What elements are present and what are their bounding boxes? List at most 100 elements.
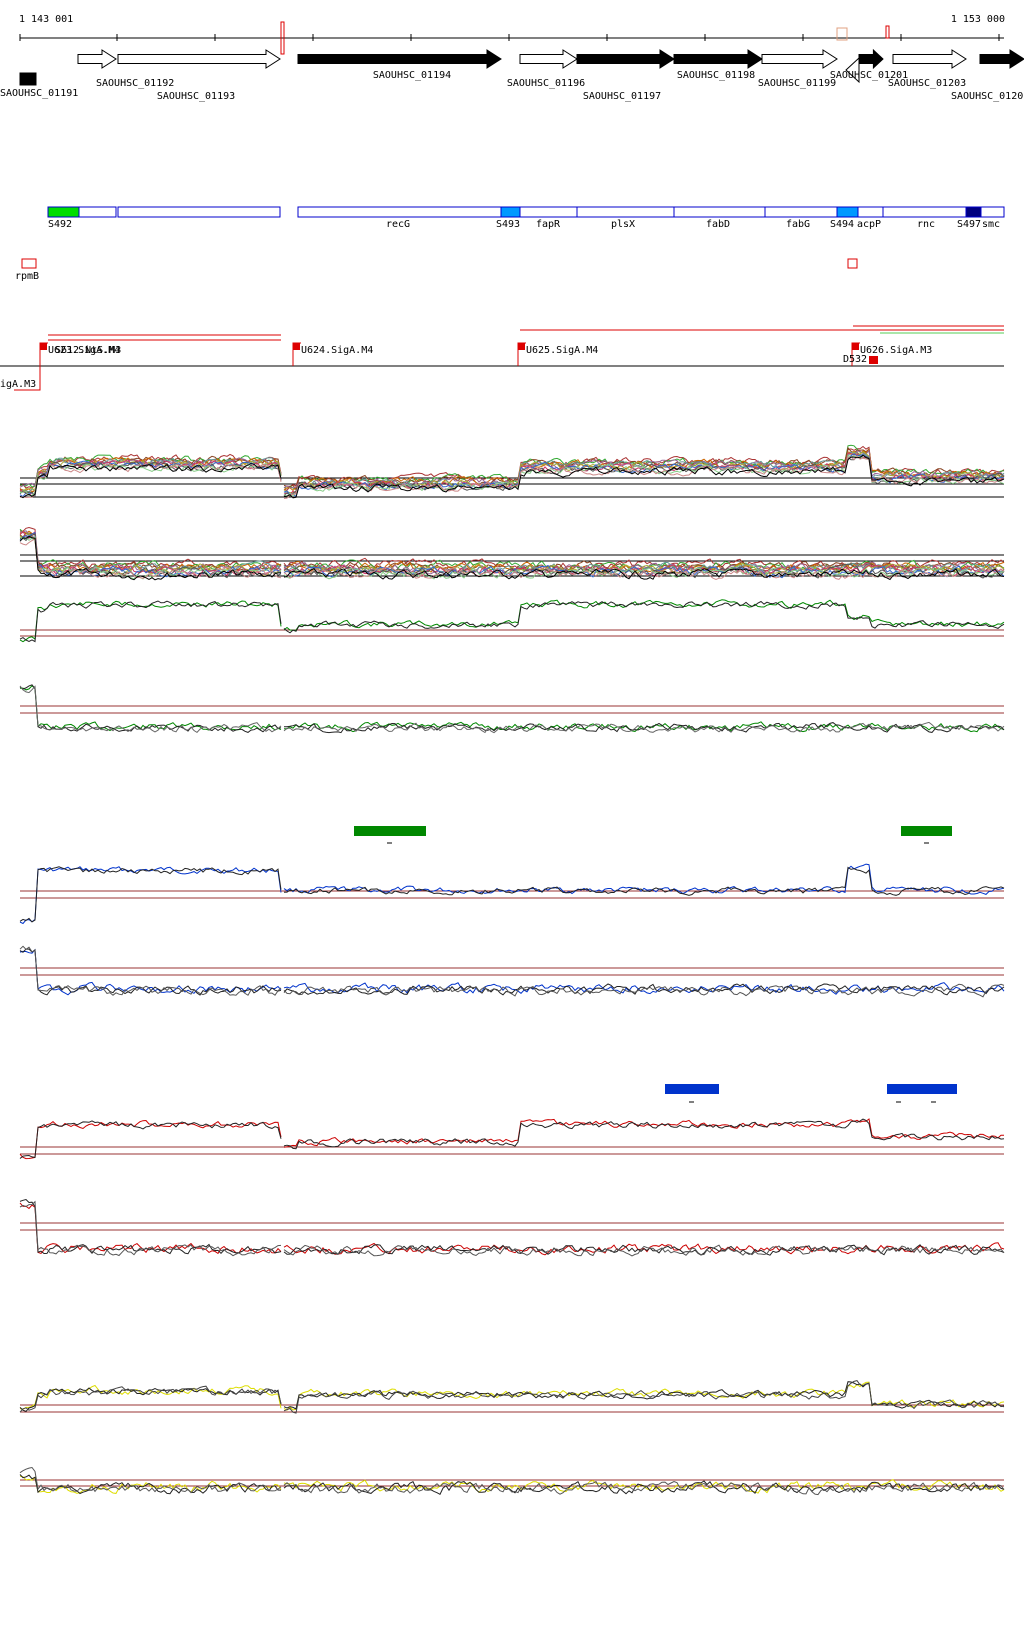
feature-box bbox=[673, 206, 766, 218]
gene-label: SAOUHSC_01192 bbox=[96, 78, 174, 89]
gene-label: SAOUHSC_01197 bbox=[583, 91, 661, 102]
feature-label: S492 bbox=[48, 219, 72, 230]
signal-line bbox=[283, 1480, 1005, 1496]
feature-box bbox=[965, 206, 982, 218]
promoter-flag bbox=[14, 366, 41, 391]
feature-label: fabG bbox=[786, 219, 810, 230]
gene-arrow bbox=[673, 49, 763, 69]
rpmb-label: rpmB bbox=[15, 271, 39, 282]
signal-line bbox=[19, 866, 282, 925]
signal-line bbox=[283, 567, 1005, 581]
coordinate-end: 1 153 000 bbox=[951, 14, 1005, 25]
signal-line bbox=[19, 685, 282, 732]
feature-label: smc bbox=[982, 219, 1000, 230]
promoter-flag-head bbox=[518, 343, 525, 350]
feature-label: S493 bbox=[496, 219, 520, 230]
gene-box bbox=[19, 72, 37, 86]
green-segment bbox=[901, 826, 952, 836]
feature-label: S494 bbox=[830, 219, 854, 230]
signal-line bbox=[283, 1118, 1004, 1148]
signal-line bbox=[19, 532, 282, 577]
gene-label: SAOUHSC_01196 bbox=[507, 78, 585, 89]
promoter-label: D532 bbox=[843, 354, 867, 365]
signal-line bbox=[283, 721, 1005, 734]
signal-line bbox=[19, 528, 282, 572]
promoter-label-overlap: S612.NtS.M3 bbox=[55, 345, 121, 356]
signal-line bbox=[283, 1244, 1005, 1257]
signal-line bbox=[19, 600, 282, 643]
feature-box bbox=[47, 206, 80, 218]
gene-arrow bbox=[761, 49, 838, 69]
signal-line bbox=[19, 948, 282, 996]
gene-arrow bbox=[297, 49, 502, 69]
feature-label: plsX bbox=[611, 219, 635, 230]
signal-line bbox=[283, 982, 1005, 995]
small-feature-box bbox=[847, 258, 858, 269]
gene-label: SAOUHSC_01193 bbox=[157, 91, 235, 102]
signal-line bbox=[283, 566, 1005, 581]
signal-line bbox=[283, 1381, 1005, 1411]
blue-segment bbox=[887, 1084, 957, 1094]
signal-line bbox=[19, 685, 282, 734]
signal-line bbox=[283, 1478, 1005, 1494]
signal-line bbox=[19, 1466, 282, 1494]
gene-arrow bbox=[519, 49, 578, 69]
feature-box bbox=[857, 206, 884, 218]
signal-line bbox=[19, 1200, 282, 1257]
gene-arrow bbox=[845, 56, 860, 84]
gene-arrow bbox=[576, 49, 675, 69]
signal-line bbox=[283, 1380, 1005, 1414]
terminator-mark bbox=[836, 27, 848, 41]
feature-label: S497 bbox=[957, 219, 981, 230]
coordinate-start: 1 143 001 bbox=[19, 14, 73, 25]
gene-arrow bbox=[858, 48, 884, 70]
signal-line bbox=[283, 1381, 1005, 1410]
feature-box bbox=[500, 206, 521, 218]
signal-line bbox=[283, 448, 1005, 491]
feature-box bbox=[117, 206, 281, 218]
gene-label: SAOUHSC_01194 bbox=[373, 70, 451, 81]
feature-box bbox=[882, 206, 967, 218]
signal-line bbox=[283, 983, 1005, 998]
signal-line bbox=[19, 462, 282, 499]
signal-line bbox=[283, 454, 1005, 499]
gene-label: SAOUHSC_01198 bbox=[677, 70, 755, 81]
signal-line bbox=[283, 1118, 1005, 1150]
green-segment bbox=[354, 826, 426, 836]
rpmb-box bbox=[21, 258, 37, 269]
feature-box bbox=[980, 206, 1005, 218]
gene-label: SAOUHSC_01201 bbox=[830, 70, 908, 81]
signal-line bbox=[283, 1480, 1005, 1495]
feature-box bbox=[519, 206, 578, 218]
gene-arrow bbox=[892, 49, 967, 69]
signal-line bbox=[283, 866, 1005, 896]
signal-line bbox=[283, 449, 1005, 489]
gene-label: SAOUHSC_01203 bbox=[888, 78, 966, 89]
feature-label: fabD bbox=[706, 219, 730, 230]
signal-line bbox=[19, 1202, 282, 1255]
signal-line bbox=[19, 1198, 282, 1255]
signal-line bbox=[19, 538, 282, 579]
feature-label: rnc bbox=[917, 219, 935, 230]
signal-line bbox=[19, 463, 282, 499]
feature-box bbox=[297, 206, 502, 218]
signal-line bbox=[19, 1120, 282, 1159]
promoter-flag-head bbox=[852, 343, 859, 350]
promoter-label: igA.M3 bbox=[0, 379, 36, 390]
promoter-flag-head bbox=[293, 343, 300, 350]
feature-box bbox=[836, 206, 859, 218]
signal-line bbox=[283, 600, 1005, 634]
signal-line bbox=[283, 863, 1005, 895]
promoter-flag-head bbox=[40, 343, 47, 350]
promoter-label: U623.SigA.M4 bbox=[48, 345, 120, 356]
gene-label: SAOUHSC_01199 bbox=[758, 78, 836, 89]
signal-line bbox=[283, 445, 1005, 491]
promoter-flag-head bbox=[869, 356, 878, 364]
feature-label: acpP bbox=[857, 219, 881, 230]
blue-segment bbox=[665, 1084, 719, 1094]
signal-line bbox=[19, 1385, 282, 1413]
gene-label: SAOUHSC_01191 bbox=[0, 88, 78, 99]
signal-line bbox=[19, 866, 282, 923]
feature-label: recG bbox=[386, 219, 410, 230]
